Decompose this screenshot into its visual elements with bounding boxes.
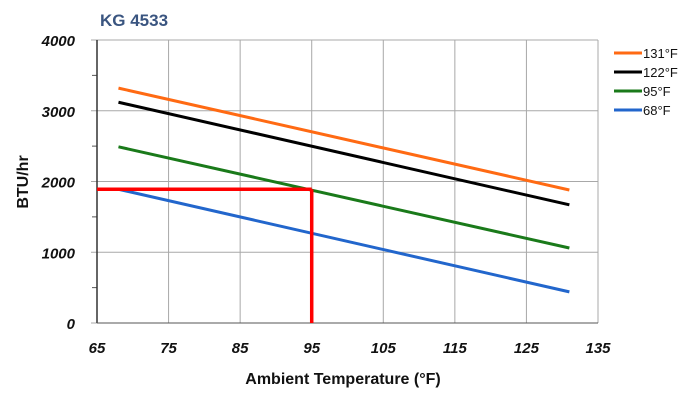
legend-label: 95°F — [643, 84, 671, 99]
x-tick-label: 135 — [585, 340, 611, 357]
y-tick-label: 3000 — [42, 104, 76, 121]
grid — [91, 39, 599, 324]
legend: 131°F 122°F 95°F 68°F — [614, 46, 678, 118]
tick-labels: 65 75 85 95 105 115 125 135 0 1000 2000 3000 4000 — [41, 33, 612, 357]
series-line-122f — [118, 100, 570, 207]
x-axis-label: Ambient Temperature (°F) — [245, 371, 440, 388]
y-tick-label: 0 — [67, 316, 76, 333]
x-tick-label: 75 — [160, 340, 177, 357]
x-tick-label: 95 — [303, 340, 320, 357]
x-tick-label: 65 — [89, 340, 106, 357]
legend-label: 131°F — [643, 46, 678, 61]
series-line-95f — [118, 145, 570, 250]
x-tick-label: 85 — [232, 340, 249, 357]
x-tick-label: 105 — [371, 340, 397, 357]
chart-title: KG 4533 — [100, 11, 168, 30]
series-lines — [118, 86, 570, 294]
series-line-68f — [118, 187, 570, 294]
legend-label: 122°F — [643, 65, 678, 80]
annotation — [97, 187, 314, 323]
series-line-131f — [118, 86, 570, 192]
y-tick-label: 1000 — [42, 245, 76, 262]
y-tick-label: 2000 — [41, 175, 76, 192]
x-tick-label: 115 — [443, 340, 468, 357]
x-tick-label: 125 — [514, 340, 540, 357]
y-axis-label: BTU/hr — [15, 155, 32, 208]
y-tick-label: 4000 — [41, 33, 76, 50]
legend-label: 68°F — [643, 103, 671, 118]
